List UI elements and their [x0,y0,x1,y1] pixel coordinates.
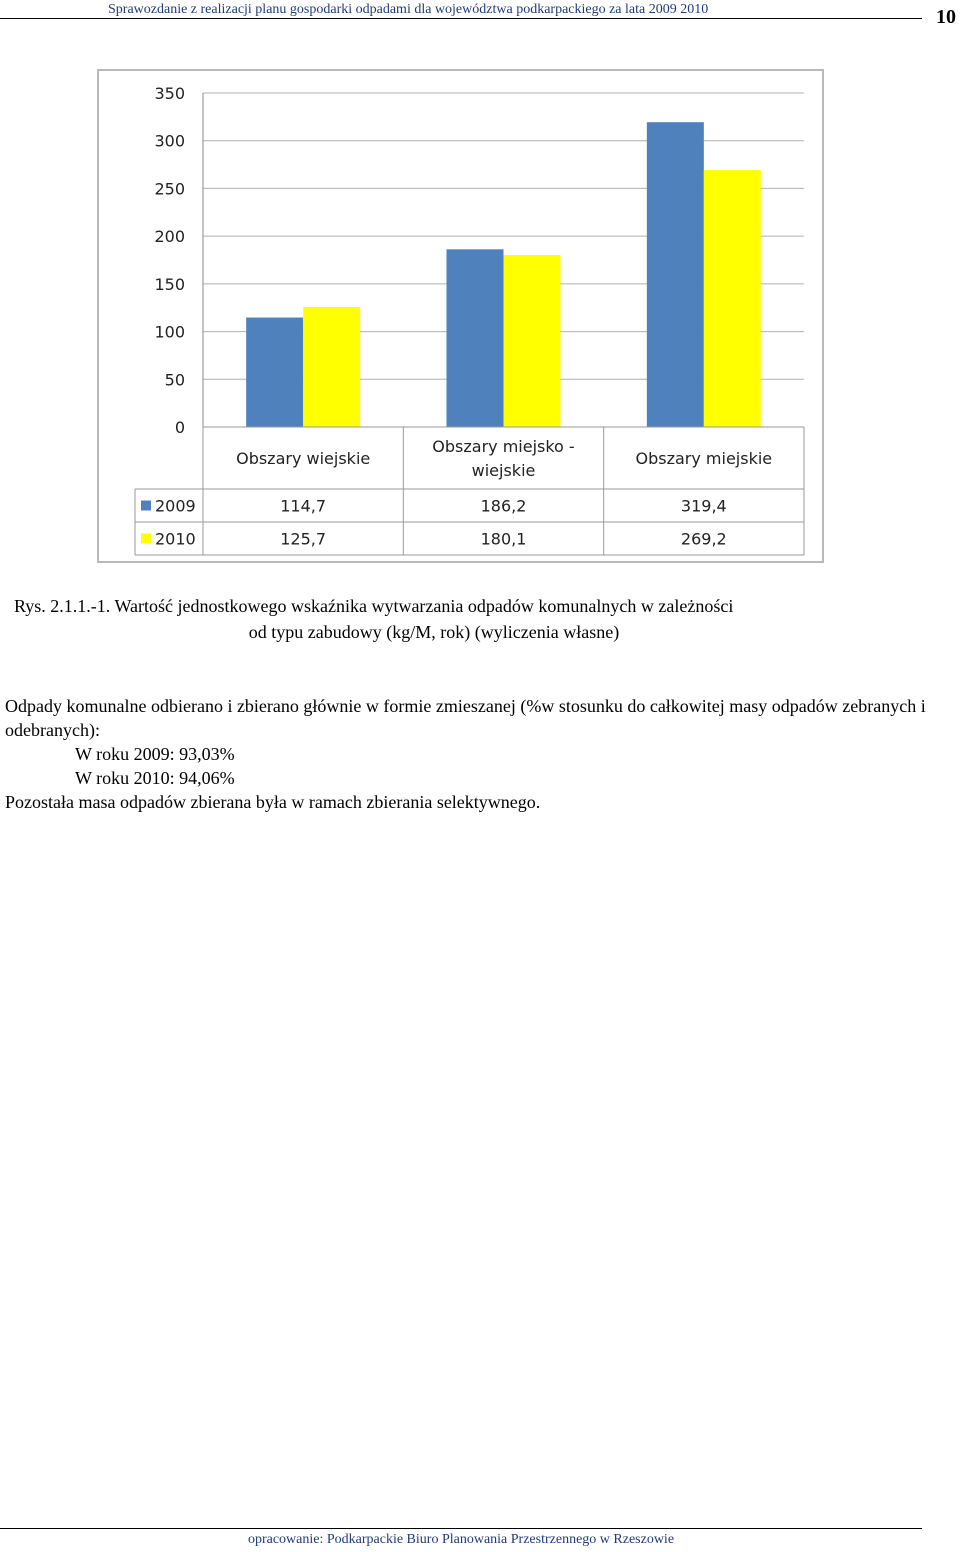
y-tick-label: 50 [165,370,185,389]
legend-key-2009 [141,500,151,511]
bar-chart: 0 50 100 150 200 250 300 350 Obszary wiejskie Obs… [134,84,805,556]
y-tick-label: 200 [154,227,185,246]
page-number: 10 [936,6,956,28]
category-label: Obszary miejskie [636,449,773,468]
stat-2009: W roku 2009: 93,03% [75,744,235,764]
bar-2010-1 [303,307,361,427]
stat-2010: W roku 2010: 94,06% [75,768,235,788]
bar-2009-1 [246,317,304,427]
legend-label-2009: 2009 [155,497,196,516]
body-text: Odpady komunalne odbierano i zbierano gł… [5,694,945,814]
data-label-2010-2: 180,1 [481,530,527,549]
category-label: Obszary wiejskie [236,449,370,468]
data-label-2010-1: 125,7 [280,530,326,549]
header-divider [0,18,922,19]
caption-line-2: od typu zabudowy (kg/M, rok) (wyliczenia… [248,622,620,642]
y-tick-label: 0 [175,418,185,437]
y-tick-label: 350 [154,84,185,103]
data-label-2009-1: 114,7 [280,497,326,516]
footer-credit: opracowanie: Podkarpackie Biuro Planowan… [247,1532,675,1547]
data-label-2010-3: 269,2 [681,530,727,549]
y-tick-label: 100 [154,323,185,342]
figure-caption: Rys. 2.1.1.-1. Wartość jednostkowego wsk… [14,593,944,645]
y-tick-label: 250 [154,179,185,198]
y-tick-label: 150 [154,275,185,294]
bar-2009-2 [446,249,504,427]
data-label-2009-2: 186,2 [481,497,527,516]
closing-sentence: Pozostała masa odpadów zbierana była w r… [5,792,541,812]
running-header: Sprawozdanie z realizacji planu gospodar… [108,2,709,17]
legend-key-2010 [141,533,151,544]
data-label-2009-3: 319,4 [681,497,727,516]
body-paragraph: Odpady komunalne odbierano i zbierano gł… [5,696,926,740]
y-tick-label: 300 [154,132,185,151]
legend-label-2010: 2010 [155,530,196,549]
bar-2010-2 [503,255,561,427]
category-label: Obszary miejsko - [432,437,574,456]
bar-2009-3 [646,122,704,427]
chart-frame: 0 50 100 150 200 250 300 350 Obszary wiejskie Obs… [97,69,824,563]
category-label: wiejskie [472,461,536,480]
footer-divider [0,1528,922,1529]
bar-2010-3 [703,170,761,427]
caption-line-1: Rys. 2.1.1.-1. Wartość jednostkowego wsk… [14,596,734,616]
